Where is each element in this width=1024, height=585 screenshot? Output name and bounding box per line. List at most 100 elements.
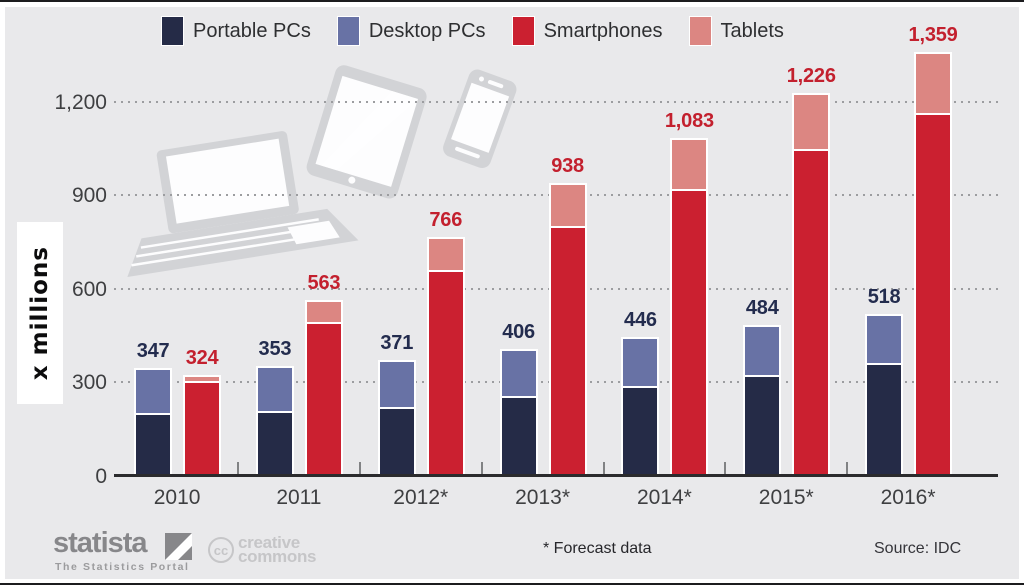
legend-item: Tablets — [688, 16, 784, 46]
forecast-footnote: * Forecast data — [543, 540, 652, 557]
y-axis-label: 1,200 — [54, 90, 107, 114]
value-label-pc: 353 — [258, 337, 292, 360]
segment-portable-pcs — [501, 398, 536, 476]
segment-portable-pcs — [867, 365, 902, 476]
statista-logo-icon — [165, 533, 192, 560]
segment-desktop-pcs — [501, 351, 536, 399]
value-label-mobile: 563 — [307, 272, 341, 295]
x-axis-line — [114, 474, 998, 477]
legend-label: Desktop PCs — [368, 20, 486, 42]
y-axis-unit-label: x millions — [27, 245, 53, 381]
bar-pc-2011 — [255, 365, 294, 476]
value-label-mobile: 766 — [429, 209, 463, 231]
value-label-pc: 347 — [136, 339, 170, 362]
legend-swatch — [161, 16, 184, 46]
segment-portable-pcs — [745, 376, 780, 476]
legend-swatch — [511, 16, 535, 46]
segment-desktop-pcs — [257, 367, 292, 414]
y-axis-label: 300 — [71, 371, 107, 395]
bar-pc-2013* — [499, 349, 538, 476]
legend-swatch — [336, 16, 360, 46]
value-label-pc: 371 — [380, 332, 414, 355]
bar-mobile-2016* — [914, 51, 953, 476]
x-axis-label: 2013* — [515, 486, 571, 509]
x-axis-label: 2010 — [153, 486, 201, 509]
top-border-line — [0, 0, 1024, 2]
legend-item: Desktop PCs — [336, 16, 486, 46]
segment-smartphones — [672, 190, 707, 476]
segment-smartphones — [794, 151, 829, 476]
device-illustrations — [127, 65, 517, 278]
bar-mobile-2010 — [183, 374, 222, 476]
x-axis-label: 2014* — [636, 486, 692, 509]
tablet-illustration — [306, 65, 427, 199]
legend-label: Tablets — [720, 20, 784, 42]
bar-pc-2012* — [377, 360, 416, 476]
segment-smartphones — [306, 323, 341, 476]
value-label-mobile: 1,083 — [664, 110, 714, 133]
x-axis-tick — [358, 462, 361, 475]
legend-label: Portable PCs — [193, 20, 311, 42]
bar-mobile-2011 — [304, 300, 343, 476]
bar-mobile-2014* — [670, 138, 709, 476]
bar-pc-2015* — [743, 324, 782, 476]
x-axis-label: 2012* — [393, 486, 449, 509]
smartphone-illustration — [443, 69, 517, 169]
cc-wordmark: creative commons — [238, 533, 317, 566]
value-label-mobile: 1,226 — [786, 65, 836, 88]
legend-item: Smartphones — [511, 16, 663, 46]
statista-logo-text: statista — [53, 527, 148, 559]
segment-tablets — [428, 239, 463, 272]
statista-tagline: The Statistics Portal — [55, 561, 190, 573]
segment-portable-pcs — [136, 415, 171, 476]
value-label-mobile: 324 — [185, 346, 219, 369]
bar-pc-2016* — [865, 314, 904, 476]
segment-desktop-pcs — [379, 362, 414, 409]
segment-portable-pcs — [623, 387, 658, 476]
segment-tablets — [306, 302, 341, 324]
legend: Portable PCs Desktop PCs Smartphones Tablet… — [161, 16, 798, 46]
segment-tablets — [916, 53, 951, 115]
segment-smartphones — [916, 114, 951, 476]
segment-tablets — [185, 376, 220, 383]
creative-commons-logo: cc creative commons — [208, 533, 317, 566]
source-label: Source: IDC — [874, 540, 962, 557]
value-label-mobile: 938 — [551, 155, 584, 178]
segment-desktop-pcs — [867, 316, 902, 366]
x-axis-tick — [724, 462, 727, 475]
y-axis-unit-box: x millions — [17, 222, 63, 404]
segment-smartphones — [428, 271, 463, 476]
x-axis-tick — [237, 462, 239, 475]
segment-desktop-pcs — [136, 369, 171, 416]
bottom-border-line — [0, 583, 1024, 585]
bar-pc-2010 — [134, 367, 173, 476]
x-axis-tick — [846, 462, 849, 475]
legend-swatch — [688, 16, 712, 46]
gridline-1,200 — [114, 100, 998, 103]
x-axis-label: 2015* — [758, 486, 814, 509]
bar-pc-2014* — [621, 336, 660, 476]
x-axis-tick — [602, 462, 605, 475]
bar-mobile-2013* — [548, 183, 587, 476]
bar-mobile-2015* — [792, 93, 831, 476]
segment-tablets — [550, 185, 585, 229]
segment-smartphones — [550, 228, 585, 476]
value-label-pc: 406 — [502, 321, 535, 344]
value-label-pc: 446 — [624, 308, 657, 331]
legend-label: Smartphones — [543, 20, 663, 42]
value-label-pc: 484 — [745, 296, 779, 319]
x-axis-label: 2011 — [276, 486, 322, 509]
segment-portable-pcs — [257, 413, 292, 476]
x-axis-tick — [480, 462, 483, 475]
y-axis-label: 600 — [71, 277, 107, 301]
segment-portable-pcs — [379, 408, 414, 476]
value-label-pc: 518 — [867, 286, 901, 309]
y-axis-label: 900 — [71, 184, 107, 208]
segment-desktop-pcs — [745, 326, 780, 377]
segment-desktop-pcs — [623, 338, 658, 388]
laptop-illustration — [127, 131, 359, 278]
value-label-mobile: 1,359 — [908, 23, 958, 46]
bar-mobile-2012* — [426, 237, 465, 476]
segment-tablets — [672, 140, 707, 191]
